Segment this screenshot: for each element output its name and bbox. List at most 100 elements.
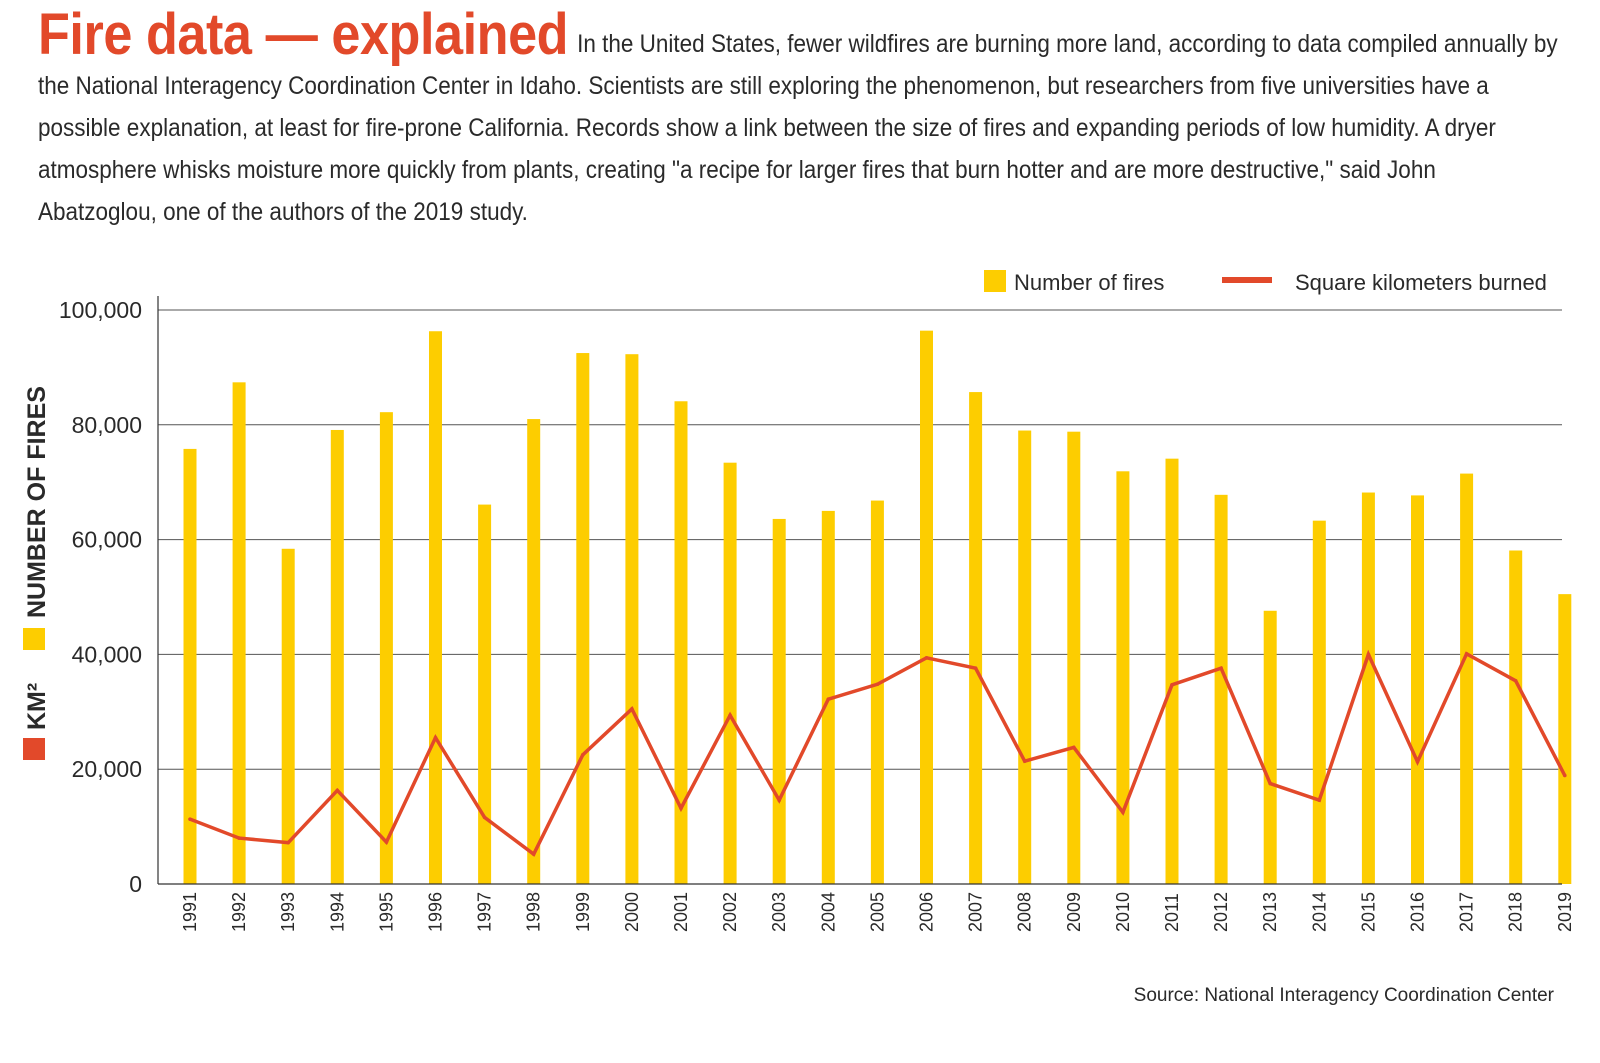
y-axis-label: KM² NUMBER OF FIRES (23, 386, 51, 760)
line-point (679, 806, 683, 811)
line-point (1121, 810, 1125, 815)
x-tick-label: 2007 (966, 892, 986, 932)
bar (1263, 610, 1277, 884)
y-tick-label: 60,000 (72, 527, 142, 553)
x-tick-labels: 1991 1992 1993 1994 1995 1996 1997 1998 1999 2000… (180, 892, 1575, 932)
line-point (433, 735, 438, 740)
x-tick-label: 2011 (1162, 893, 1182, 932)
y-tick-label: 40,000 (72, 641, 142, 667)
line-point (728, 713, 732, 718)
x-tick-label: 1998 (524, 892, 544, 932)
bar (1214, 494, 1228, 884)
line-point (1366, 652, 1371, 657)
bar (576, 353, 590, 884)
legend-swatch-fires (984, 270, 1006, 292)
line-point (973, 666, 978, 670)
x-tick-label: 1999 (573, 892, 593, 932)
line-point (826, 697, 831, 701)
bar (1460, 473, 1474, 884)
legend-label-fires: Number of fires (1014, 270, 1164, 295)
line-point (1072, 745, 1076, 750)
x-tick-label: 2005 (867, 892, 887, 932)
bar (1018, 430, 1032, 884)
line-point (286, 840, 291, 845)
ylabel-km: KM² (23, 683, 51, 730)
x-tick-label: 2009 (1064, 892, 1084, 932)
bar (379, 412, 393, 884)
line-point (188, 817, 192, 821)
legend: Number of fires Square kilometers burned (984, 270, 1547, 295)
line-point (1268, 781, 1272, 786)
x-tick-label: 2000 (622, 892, 642, 932)
page-title: Fire data — explained (38, 2, 569, 67)
line-point (384, 840, 389, 844)
y-tick-label: 100,000 (59, 297, 142, 323)
line-point (1219, 666, 1223, 670)
bar (1165, 458, 1179, 884)
ylabel-swatch-km (23, 738, 45, 760)
x-tick-label: 2014 (1309, 892, 1329, 932)
bar (870, 500, 884, 884)
bar (527, 419, 541, 884)
line-point (875, 682, 880, 687)
x-tick-label: 2006 (917, 892, 937, 932)
x-tick-label: 1997 (475, 892, 495, 932)
x-tick-label: 1996 (426, 892, 446, 932)
line-point (1513, 679, 1518, 683)
line-point (1170, 683, 1174, 687)
line-series (188, 649, 1567, 857)
x-tick-label: 1991 (180, 892, 200, 932)
line-point (581, 753, 585, 757)
line-point (630, 707, 634, 711)
x-tick-label: 2002 (720, 892, 740, 932)
bar (1411, 495, 1424, 884)
axes (157, 296, 1562, 885)
bar (1509, 550, 1523, 884)
x-tick-label: 1995 (376, 892, 396, 932)
bar (232, 382, 246, 884)
x-tick-label: 2019 (1555, 892, 1575, 932)
bar (674, 401, 688, 884)
x-tick-label: 2003 (769, 892, 789, 932)
x-tick-label: 2016 (1408, 892, 1428, 932)
bar (183, 448, 197, 884)
x-tick-label: 2013 (1260, 892, 1280, 932)
x-tick-label: 1993 (278, 892, 298, 932)
legend-swatch-km (1222, 277, 1272, 283)
bar (723, 462, 737, 884)
x-tick-label: 2017 (1457, 892, 1477, 932)
intro-paragraph: Fire data — explained In the United State… (38, 6, 1559, 233)
x-tick-label: 1994 (327, 892, 347, 932)
legend-label-km: Square kilometers burned (1295, 270, 1547, 295)
x-tick-label: 2001 (671, 892, 691, 932)
line-point (1022, 759, 1027, 763)
line-point (482, 815, 487, 820)
x-tick-label: 2015 (1358, 892, 1378, 932)
source-note: Source: National Interagency Coordinatio… (1133, 985, 1554, 1006)
line-point (531, 852, 536, 856)
line-point (1415, 759, 1420, 764)
intro-text: In the United States, fewer wildfires ar… (38, 30, 1558, 226)
bar (1361, 492, 1375, 884)
bar (330, 429, 344, 884)
line-point (924, 656, 929, 660)
x-tick-label: 2004 (818, 892, 838, 932)
bar (625, 354, 639, 884)
line-point (1317, 798, 1322, 802)
line-point (1563, 773, 1567, 778)
y-tick-label: 80,000 (72, 412, 142, 438)
line-point (237, 836, 241, 840)
bar (1312, 520, 1326, 884)
x-tick-label: 2010 (1113, 892, 1133, 932)
bar (429, 331, 442, 884)
y-tick-labels: 0 20,000 40,000 60,000 80,000 100,000 (59, 297, 142, 897)
ylabel-fires: NUMBER OF FIRES (23, 386, 51, 618)
x-tick-label: 2008 (1015, 892, 1035, 932)
line-point (335, 788, 340, 793)
y-tick-label: 0 (129, 871, 142, 897)
bar-series (183, 330, 1572, 884)
line-point (1464, 652, 1469, 656)
bar (281, 548, 295, 884)
y-tick-label: 20,000 (72, 756, 142, 782)
